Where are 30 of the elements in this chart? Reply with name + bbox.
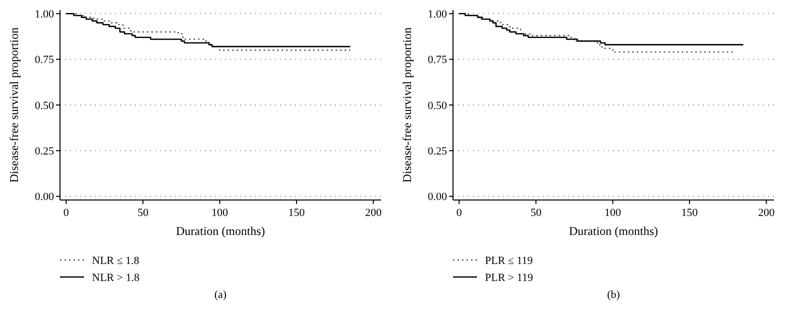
x-tick-label: 0 xyxy=(63,207,70,219)
x-tick-label: 0 xyxy=(456,207,462,219)
y-tick-label: 0.25 xyxy=(34,146,54,158)
y-axis-title: Disease-free survival proportion xyxy=(400,27,414,183)
x-tick-label: 150 xyxy=(681,207,698,219)
x-tick-label: 100 xyxy=(211,207,228,219)
y-tick-label: 0.75 xyxy=(428,54,448,66)
legend-label: NLR ≤ 1.8 xyxy=(92,254,140,267)
y-tick-label: 0.75 xyxy=(34,54,54,66)
x-tick-label: 50 xyxy=(137,207,149,219)
y-tick-label: 0.00 xyxy=(428,191,448,204)
x-tick-label: 50 xyxy=(530,207,542,219)
y-tick-label: 0.00 xyxy=(34,191,54,204)
text: (a) xyxy=(214,289,227,301)
x-tick-label: 200 xyxy=(758,207,776,219)
y-tick-label: 0.25 xyxy=(428,146,448,158)
x-tick-label: 150 xyxy=(288,207,306,219)
y-tick-label: 1.00 xyxy=(34,8,54,21)
legend-label: PLR ≤ 119 xyxy=(485,254,534,267)
y-tick-label: 1.00 xyxy=(428,8,448,21)
x-tick-label: 200 xyxy=(365,207,382,219)
legend-label: NLR > 1.8 xyxy=(92,272,140,284)
x-axis-title: Duration (months) xyxy=(176,224,265,238)
x-tick-label: 100 xyxy=(604,207,622,219)
y-tick-label: 0.50 xyxy=(428,100,448,112)
y-axis-title: Disease-free survival proportion xyxy=(7,27,21,183)
text: (b) xyxy=(607,289,620,301)
legend-label: PLR > 119 xyxy=(485,272,534,284)
y-tick-label: 0.50 xyxy=(34,100,54,112)
x-axis-title: Duration (months) xyxy=(569,224,658,238)
